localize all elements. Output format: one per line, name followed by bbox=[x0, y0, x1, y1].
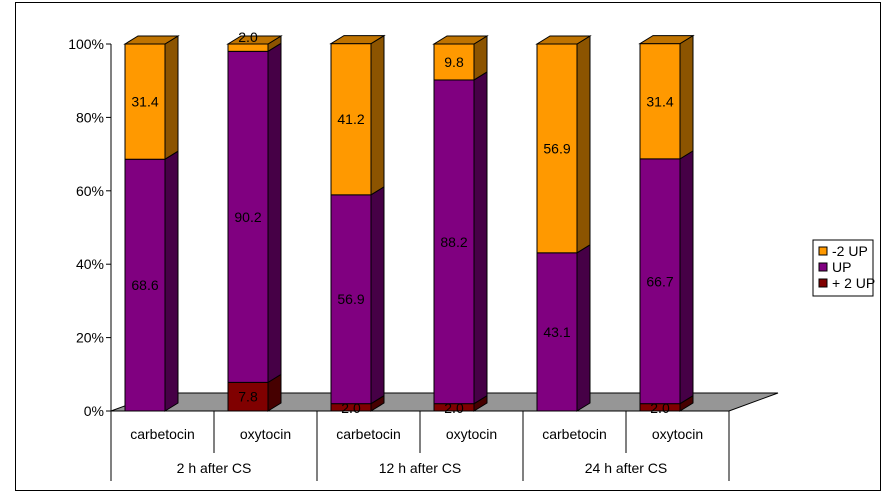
bar-segment bbox=[227, 43, 269, 52]
chart-area: 0% 20% 40% 60% 80% 100% 68.6 31.4 7.8 90.2 2.0 2.0 5… bbox=[15, 2, 881, 491]
bar-segment-side bbox=[370, 185, 385, 405]
bar-top bbox=[226, 35, 283, 45]
data-label: 7.8 bbox=[238, 389, 258, 405]
data-label: 2.0 bbox=[238, 29, 258, 45]
bar-segment-side bbox=[164, 150, 179, 412]
bar-segment bbox=[536, 252, 578, 412]
bar-top bbox=[638, 35, 695, 45]
data-label: 31.4 bbox=[646, 93, 673, 109]
x-tick-label: carbetocin bbox=[542, 426, 607, 442]
data-label: 56.9 bbox=[337, 291, 364, 307]
legend-swatch bbox=[818, 246, 828, 256]
bar-segment-side bbox=[473, 71, 488, 405]
legend-swatch bbox=[818, 278, 828, 288]
x-group-label: 12 h after CS bbox=[379, 460, 462, 476]
bar-segment bbox=[536, 43, 578, 254]
legend-label: UP bbox=[832, 259, 851, 275]
bar-segment bbox=[639, 158, 681, 405]
bar-top bbox=[123, 35, 180, 45]
data-label: 2.0 bbox=[444, 400, 464, 416]
legend-label: -2 UP bbox=[832, 243, 868, 259]
bar-segment-side bbox=[679, 34, 694, 160]
x-tick-label: carbetocin bbox=[336, 426, 401, 442]
x-group-label: 2 h after CS bbox=[177, 460, 252, 476]
data-label: 66.7 bbox=[646, 273, 673, 289]
stacked-bar-chart: 0% 20% 40% 60% 80% 100% 68.6 31.4 7.8 90.2 2.0 2.0 5… bbox=[68, 29, 875, 481]
bar-top bbox=[329, 35, 386, 45]
x-tick-label: oxytocin bbox=[652, 426, 703, 442]
bar-segment bbox=[433, 43, 475, 81]
bar-top bbox=[535, 35, 592, 45]
bar-segment-side bbox=[576, 243, 591, 412]
y-tick-label: 0% bbox=[84, 403, 104, 419]
y-tick-label: 20% bbox=[76, 330, 104, 346]
legend-label: + 2 UP bbox=[832, 275, 875, 291]
bar-segment-side bbox=[267, 42, 282, 384]
data-label: 2.0 bbox=[341, 400, 361, 416]
y-tick-label: 60% bbox=[76, 183, 104, 199]
x-tick-label: carbetocin bbox=[130, 426, 195, 442]
bar-segment bbox=[330, 194, 372, 405]
x-group-label: 24 h after CS bbox=[585, 460, 668, 476]
bar-segment-side bbox=[576, 35, 591, 254]
data-label: 68.6 bbox=[131, 277, 158, 293]
data-label: 88.2 bbox=[440, 234, 467, 250]
data-label: 9.8 bbox=[444, 54, 464, 70]
x-tick-label: oxytocin bbox=[240, 426, 291, 442]
bar-segment bbox=[433, 79, 475, 405]
data-label: 90.2 bbox=[234, 209, 261, 225]
bar-segment bbox=[227, 50, 269, 383]
bar-segment-side bbox=[679, 149, 694, 405]
legend-swatch bbox=[818, 262, 828, 272]
y-tick-label: 40% bbox=[76, 256, 104, 272]
y-tick-label: 100% bbox=[68, 36, 104, 52]
bar-segment bbox=[639, 43, 681, 160]
data-label: 31.4 bbox=[131, 94, 158, 110]
bar-segment bbox=[330, 43, 372, 196]
data-label: 56.9 bbox=[543, 140, 570, 156]
data-label: 43.1 bbox=[543, 324, 570, 340]
bar-segment-side bbox=[164, 35, 179, 161]
data-label: 41.2 bbox=[337, 111, 364, 127]
bar-top bbox=[432, 35, 489, 45]
y-tick-label: 80% bbox=[76, 109, 104, 125]
data-label: 2.0 bbox=[650, 400, 670, 416]
x-tick-label: oxytocin bbox=[446, 426, 497, 442]
bar-segment-side bbox=[370, 34, 385, 196]
